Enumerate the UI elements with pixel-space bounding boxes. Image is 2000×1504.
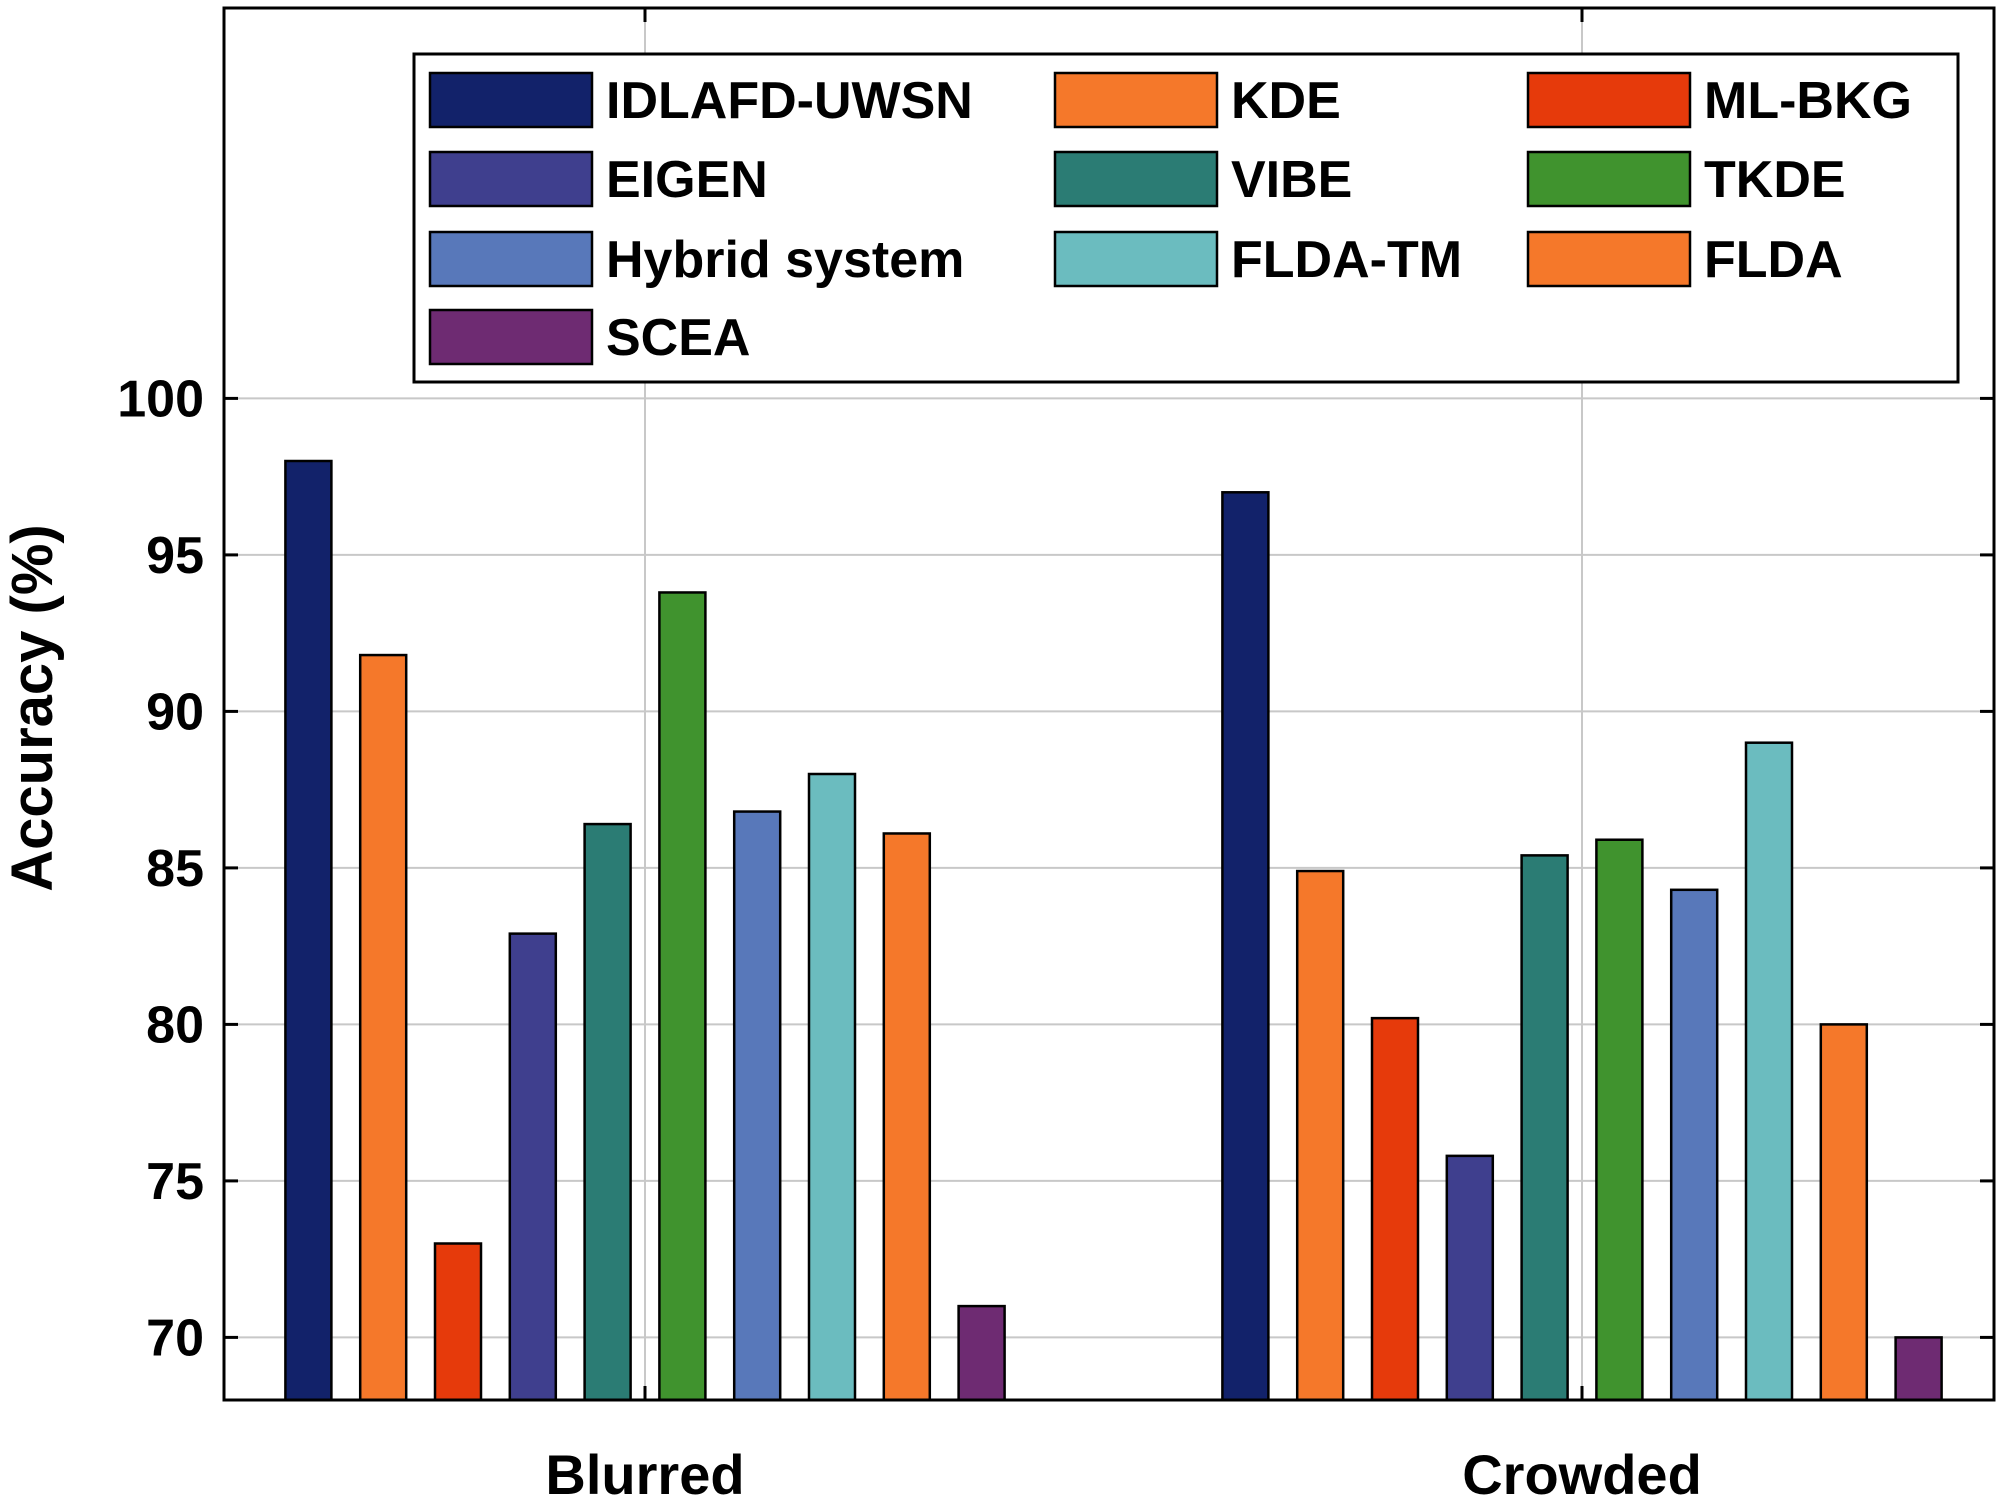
legend-label: FLDA xyxy=(1704,231,1843,289)
bar-idlafd-uwsn-blurred xyxy=(284,459,333,1402)
legend-swatch xyxy=(428,230,594,288)
y-tick-label: 70 xyxy=(146,1309,204,1367)
legend: IDLAFD-UWSN KDE ML-BKG EIGEN VIBE TKDE Hybrid … xyxy=(412,52,1960,384)
bar-ml-bkg-crowded xyxy=(1370,1016,1420,1402)
y-tick-label: 80 xyxy=(146,996,204,1054)
bar-kde-crowded xyxy=(1295,869,1345,1402)
bars-group xyxy=(284,459,1943,1402)
legend-label: VIBE xyxy=(1231,151,1352,209)
bar-flda-crowded xyxy=(1819,1023,1869,1402)
bar-vibe-blurred xyxy=(583,822,632,1402)
bar-kde-blurred xyxy=(358,653,408,1402)
bar-tkde-blurred xyxy=(658,591,707,1402)
bar-eigen-crowded xyxy=(1445,1154,1495,1402)
y-axis-ticks: 70 75 80 85 90 95 100 xyxy=(117,8,1994,1400)
legend-label: ML-BKG xyxy=(1704,72,1912,130)
y-tick-label: 100 xyxy=(117,370,204,428)
bar-flda-tm-blurred xyxy=(807,772,857,1402)
y-tick-label: 75 xyxy=(146,1153,204,1211)
bar-scea-crowded xyxy=(1894,1336,1943,1402)
bar-vibe-crowded xyxy=(1520,854,1569,1402)
bar-idlafd-uwsn-crowded xyxy=(1221,491,1270,1402)
legend-swatch xyxy=(1526,71,1692,129)
bar-hybrid-system-crowded xyxy=(1669,888,1719,1402)
legend-swatch xyxy=(428,71,594,129)
bar-eigen-blurred xyxy=(508,932,558,1402)
legend-swatch xyxy=(1053,150,1219,208)
legend-swatch xyxy=(1053,71,1219,129)
legend-label: FLDA-TM xyxy=(1231,231,1462,289)
x-category-label: Crowded xyxy=(1462,1443,1702,1504)
legend-swatch xyxy=(428,308,594,366)
plot-frame xyxy=(222,6,1996,1402)
legend-label: EIGEN xyxy=(606,151,768,209)
bar-scea-blurred xyxy=(957,1304,1006,1402)
legend-label: TKDE xyxy=(1704,151,1846,209)
legend-label: IDLAFD-UWSN xyxy=(606,72,973,130)
legend-label: Hybrid system xyxy=(606,231,964,289)
y-tick-label: 85 xyxy=(146,840,204,898)
y-tick-label: 90 xyxy=(146,683,204,741)
bar-ml-bkg-blurred xyxy=(433,1242,483,1402)
x-axis-labels: Blurred Crowded xyxy=(545,1443,1701,1504)
legend-swatch xyxy=(1053,230,1219,288)
bar-flda-tm-crowded xyxy=(1744,741,1794,1402)
y-tick-label: 95 xyxy=(146,527,204,585)
bar-tkde-crowded xyxy=(1595,838,1644,1402)
legend-swatch xyxy=(1526,150,1692,208)
bar-flda-blurred xyxy=(882,832,932,1402)
y-axis-title: Accuracy (%) xyxy=(0,524,65,891)
legend-label: KDE xyxy=(1231,72,1341,130)
legend-swatch xyxy=(428,150,594,208)
x-category-label: Blurred xyxy=(545,1443,744,1504)
bar-hybrid-system-blurred xyxy=(732,810,782,1402)
legend-swatch xyxy=(1526,230,1692,288)
legend-label: SCEA xyxy=(606,309,750,367)
